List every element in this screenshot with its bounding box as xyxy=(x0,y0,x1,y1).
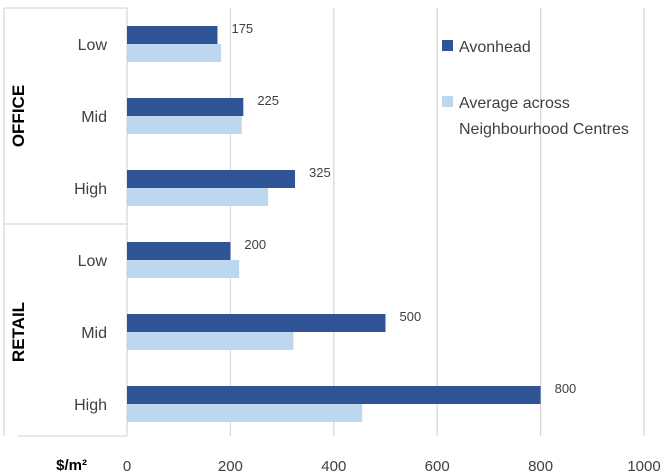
bar-average xyxy=(127,188,269,206)
legend: Avonhead Average across Neighbourhood Cent… xyxy=(442,39,629,138)
group-label: OFFICE xyxy=(9,85,28,147)
category-label: Mid xyxy=(81,325,107,342)
x-tick-label: 600 xyxy=(425,458,450,475)
x-tick-label: 200 xyxy=(218,458,243,475)
axes xyxy=(3,7,128,437)
bar-avonhead xyxy=(127,314,386,332)
x-tick-label: 0 xyxy=(123,458,131,475)
bar-average xyxy=(127,404,363,422)
bar-avonhead xyxy=(127,26,218,44)
gridlines xyxy=(229,8,645,436)
category-label: High xyxy=(74,397,107,414)
category-label: High xyxy=(74,181,107,198)
bar-average xyxy=(127,116,242,134)
group-label: RETAIL xyxy=(9,302,28,362)
bar-avonhead xyxy=(127,170,296,188)
x-tick-label: 800 xyxy=(528,458,553,475)
legend-swatch xyxy=(442,96,453,107)
x-tick-label: 400 xyxy=(321,458,346,475)
legend-label: Average across xyxy=(459,95,570,112)
data-label: 175 xyxy=(231,21,253,36)
bar-average xyxy=(127,44,222,62)
bars xyxy=(127,26,541,422)
data-label: 500 xyxy=(400,309,422,324)
legend-swatch xyxy=(442,40,453,51)
unit-label: $/m² xyxy=(56,457,87,474)
legend-label: Neighbourhood Centres xyxy=(459,121,629,138)
category-label: Mid xyxy=(81,109,107,126)
bar-avonhead xyxy=(127,386,541,404)
data-label: 200 xyxy=(244,237,266,252)
bar-avonhead xyxy=(127,98,244,116)
data-label: 800 xyxy=(555,381,577,396)
bar-avonhead xyxy=(127,242,231,260)
x-tick-label: 1000 xyxy=(627,458,660,475)
labels: 0 200 400 600 800 1000 Low 175 Mid 225 High 325 OFFI… xyxy=(9,21,661,475)
data-label: 325 xyxy=(309,165,331,180)
bar-average xyxy=(127,332,294,350)
bar-average xyxy=(127,260,240,278)
data-label: 225 xyxy=(257,93,279,108)
category-label: Low xyxy=(78,253,108,270)
category-label: Low xyxy=(78,37,108,54)
legend-label: Avonhead xyxy=(459,39,531,56)
